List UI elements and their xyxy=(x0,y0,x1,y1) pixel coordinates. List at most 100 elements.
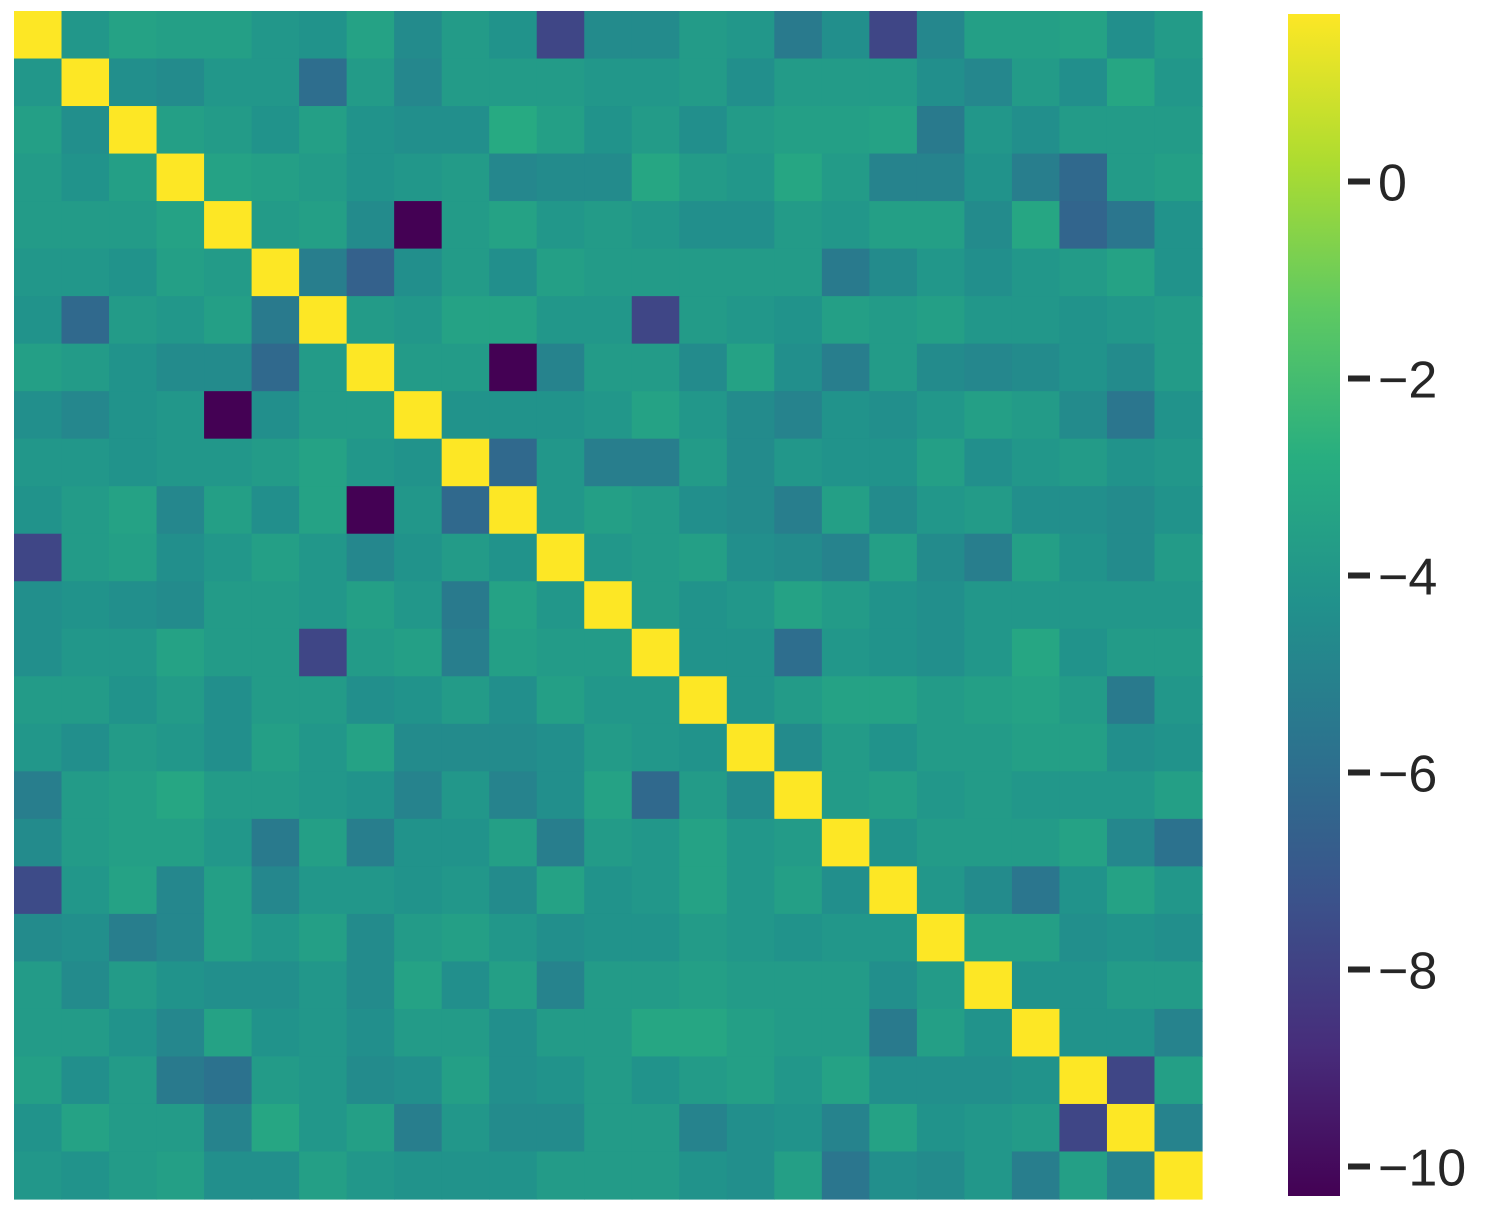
heatmap-cell xyxy=(251,1151,300,1200)
heatmap-cell xyxy=(536,581,585,630)
heatmap-cell xyxy=(489,961,538,1010)
heatmap-cell xyxy=(584,486,633,535)
heatmap-cell xyxy=(61,201,110,250)
heatmap-cell xyxy=(774,1056,823,1105)
heatmap-cell xyxy=(204,628,253,677)
heatmap-cell xyxy=(394,343,443,392)
heatmap-cell xyxy=(916,676,965,725)
heatmap-cell xyxy=(1154,296,1203,345)
heatmap-cell xyxy=(394,628,443,677)
heatmap-cell xyxy=(109,533,158,582)
heatmap-cell xyxy=(346,676,395,725)
heatmap-cell xyxy=(964,438,1013,487)
heatmap-cell xyxy=(489,201,538,250)
colorbar-tick-label: −2 xyxy=(1378,351,1437,409)
heatmap-cell xyxy=(14,201,63,250)
heatmap-cell xyxy=(821,153,870,202)
heatmap-cell xyxy=(821,248,870,297)
heatmap-cell xyxy=(916,818,965,867)
heatmap-cell xyxy=(869,1008,918,1058)
heatmap-cell xyxy=(869,391,918,440)
heatmap-cell xyxy=(394,438,443,487)
heatmap-cell xyxy=(869,961,918,1010)
heatmap-cell xyxy=(489,581,538,630)
heatmap-cell xyxy=(584,723,633,772)
heatmap-cell xyxy=(394,1103,443,1153)
heatmap-cell xyxy=(61,1056,110,1105)
heatmap-cell xyxy=(536,771,585,820)
heatmap-cell xyxy=(584,58,633,107)
heatmap-cell xyxy=(489,533,538,582)
heatmap-cell xyxy=(14,866,63,915)
heatmap-cell xyxy=(489,1008,538,1058)
heatmap-cell xyxy=(251,391,300,440)
heatmap-cell xyxy=(394,818,443,867)
heatmap-cell xyxy=(916,438,965,487)
heatmap-cell xyxy=(109,153,158,202)
heatmap-cell xyxy=(1011,961,1061,1010)
heatmap-cell xyxy=(631,1151,680,1200)
heatmap-cell xyxy=(441,961,490,1010)
heatmap-cell xyxy=(299,676,348,725)
heatmap-cell xyxy=(726,438,775,487)
heatmap-cell xyxy=(204,581,253,630)
heatmap-cell xyxy=(251,486,300,535)
heatmap-cell xyxy=(679,11,728,60)
heatmap-cell xyxy=(869,343,918,392)
heatmap-cell xyxy=(204,533,253,582)
heatmap-cell xyxy=(441,1008,490,1058)
heatmap-cell xyxy=(489,866,538,915)
heatmap-cell xyxy=(916,106,965,155)
heatmap-cell xyxy=(251,913,300,962)
heatmap-cell xyxy=(536,391,585,440)
heatmap-cell xyxy=(156,248,205,297)
heatmap-cell xyxy=(774,1103,823,1153)
heatmap-cell xyxy=(204,818,253,867)
heatmap-cell xyxy=(299,11,348,60)
heatmap-cell xyxy=(631,581,680,630)
heatmap-cell xyxy=(61,581,110,630)
heatmap-cell xyxy=(821,723,870,772)
heatmap-cell xyxy=(1106,391,1156,440)
heatmap-cell xyxy=(251,438,300,487)
colorbar: 0 −2 −4 −6 −8 −10 xyxy=(1288,14,1466,1197)
heatmap-cell xyxy=(1059,913,1108,962)
heatmap-cell xyxy=(821,296,870,345)
heatmap-cell xyxy=(204,1103,253,1153)
heatmap-cell xyxy=(394,913,443,962)
heatmap-cell xyxy=(1011,866,1061,915)
heatmap-cell xyxy=(821,1056,870,1105)
heatmap-cell xyxy=(679,961,728,1010)
heatmap-cell xyxy=(916,486,965,535)
heatmap-cell xyxy=(441,1151,490,1200)
heatmap-cell xyxy=(584,676,633,725)
heatmap-cells xyxy=(14,11,1203,1200)
heatmap-cell xyxy=(394,11,443,60)
heatmap-cell xyxy=(631,771,680,820)
heatmap-cell xyxy=(441,628,490,677)
heatmap-cell xyxy=(584,296,633,345)
heatmap-cell xyxy=(489,58,538,107)
heatmap-cell xyxy=(679,153,728,202)
heatmap-cell xyxy=(916,628,965,677)
heatmap-cell xyxy=(1011,106,1061,155)
heatmap-cell xyxy=(679,533,728,582)
heatmap-cell xyxy=(251,628,300,677)
heatmap-cell xyxy=(726,723,775,772)
heatmap-cell xyxy=(1106,1151,1156,1200)
colorbar-gradient xyxy=(1288,14,1340,1196)
heatmap-cell xyxy=(916,11,965,60)
heatmap-cell xyxy=(726,818,775,867)
heatmap-cell xyxy=(489,153,538,202)
heatmap-cell xyxy=(204,1008,253,1058)
heatmap-cell xyxy=(14,486,63,535)
heatmap-cell xyxy=(726,1151,775,1200)
colorbar-tick-label: −4 xyxy=(1378,548,1437,606)
heatmap-cell xyxy=(916,1056,965,1105)
heatmap-cell xyxy=(156,1056,205,1105)
heatmap-cell xyxy=(204,391,253,440)
heatmap-cell xyxy=(774,961,823,1010)
heatmap-cell xyxy=(204,438,253,487)
heatmap-cell xyxy=(964,1151,1013,1200)
heatmap-cell xyxy=(536,1008,585,1058)
